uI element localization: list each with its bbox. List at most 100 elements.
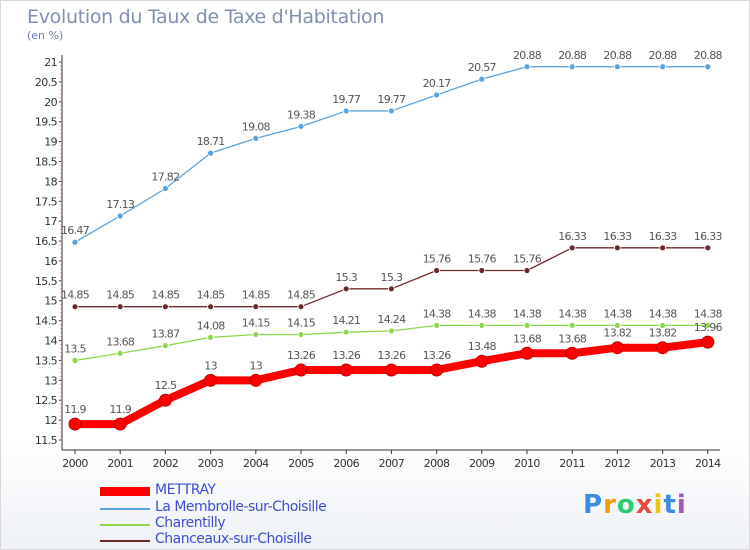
data-point-charentilly <box>161 342 169 350</box>
legend-swatch-mettray <box>100 487 150 496</box>
data-label-chanceaux-sur-choisille: 14.85 <box>106 289 135 302</box>
x-tick-label: 2012 <box>605 457 631 470</box>
y-minor-tick <box>60 200 62 202</box>
y-minor-tick <box>60 196 62 198</box>
x-tick-label: 2008 <box>424 457 450 470</box>
x-tick-label: 2006 <box>333 457 359 470</box>
y-minor-tick <box>60 101 62 103</box>
data-label-la-membrolle-sur-choisille: 20.57 <box>468 61 497 74</box>
y-minor-tick <box>60 328 62 330</box>
y-minor-tick <box>60 184 62 186</box>
data-label-chanceaux-sur-choisille: 14.85 <box>242 289 271 302</box>
y-tick-label: 19 <box>44 136 57 149</box>
y-minor-tick <box>60 141 62 143</box>
y-minor-tick <box>60 121 62 123</box>
data-label-la-membrolle-sur-choisille: 20.88 <box>603 49 632 62</box>
y-minor-tick <box>60 308 62 310</box>
y-minor-tick <box>60 168 62 170</box>
data-point-mettray <box>249 373 263 387</box>
data-label-charentilly: 14.38 <box>468 307 497 320</box>
data-label-charentilly: 14.38 <box>558 307 587 320</box>
data-label-mettray: 13.26 <box>287 349 316 362</box>
y-minor-tick <box>60 280 62 282</box>
x-tick-label: 2002 <box>153 457 179 470</box>
data-label-chanceaux-sur-choisille: 15.3 <box>335 271 357 284</box>
y-minor-tick <box>60 252 62 254</box>
data-point-charentilly <box>568 322 576 329</box>
y-minor-tick <box>60 156 62 158</box>
data-point-mettray <box>520 346 534 360</box>
line-chart: 11.5 12 12.5 13 13.5 14 14.5 15 15.5 16 16.5 17 17.5… <box>35 49 723 470</box>
data-label-charentilly: 14.38 <box>423 307 452 320</box>
data-point-la-membrolle-sur-choisille <box>116 212 124 220</box>
legend-item-chanceaux: Chanceaux-sur-Choisille <box>100 531 400 549</box>
data-point-mettray <box>701 335 715 349</box>
data-point-la-membrolle-sur-choisille <box>659 63 666 71</box>
data-point-chanceaux-sur-choisille <box>116 303 124 311</box>
y-minor-tick <box>60 153 62 155</box>
data-label-mettray: 11.9 <box>109 403 131 416</box>
y-tick-label: 18.5 <box>35 155 58 168</box>
y-minor-tick <box>60 85 62 87</box>
y-minor-tick <box>60 439 62 441</box>
data-point-la-membrolle-sur-choisille <box>433 91 441 99</box>
data-label-la-membrolle-sur-choisille: 18.71 <box>197 135 225 148</box>
y-minor-tick <box>60 69 62 71</box>
y-minor-tick <box>60 423 62 425</box>
y-minor-tick <box>60 192 62 194</box>
data-point-charentilly <box>659 322 666 329</box>
data-point-la-membrolle-sur-choisille <box>71 238 79 246</box>
y-minor-tick <box>60 375 62 377</box>
y-minor-tick <box>60 89 62 91</box>
legend-swatch-la-membrolle <box>100 508 150 510</box>
y-minor-tick <box>60 149 62 151</box>
data-label-mettray: 11.9 <box>64 403 86 416</box>
y-tick-label: 16 <box>44 255 57 268</box>
y-minor-tick <box>60 332 62 334</box>
data-point-charentilly <box>252 331 260 338</box>
data-label-mettray: 12.5 <box>155 379 177 392</box>
data-point-mettray <box>339 363 353 377</box>
legend-item-la-membrolle: La Membrolle-sur-Choisille <box>100 499 400 517</box>
data-point-la-membrolle-sur-choisille <box>523 63 531 71</box>
data-label-charentilly: 13.5 <box>64 342 86 355</box>
data-point-charentilly <box>704 322 712 329</box>
y-minor-tick <box>60 236 62 238</box>
y-tick-label: 17.5 <box>35 195 58 208</box>
y-minor-tick <box>60 188 62 190</box>
y-minor-tick <box>60 125 62 127</box>
y-minor-tick <box>60 351 62 353</box>
data-point-la-membrolle-sur-choisille <box>704 63 712 71</box>
y-minor-tick <box>60 81 62 83</box>
y-minor-tick <box>60 145 62 147</box>
data-point-chanceaux-sur-choisille <box>161 303 169 311</box>
y-tick-label: 20 <box>44 96 57 109</box>
y-minor-tick <box>60 435 62 437</box>
y-tick-label: 21 <box>44 56 57 69</box>
y-minor-tick <box>60 288 62 290</box>
data-label-mettray: 13.68 <box>558 332 587 345</box>
y-minor-tick <box>60 403 62 405</box>
data-point-mettray <box>610 341 624 355</box>
y-tick-label: 14.5 <box>35 315 58 328</box>
data-label-la-membrolle-sur-choisille: 17.82 <box>151 171 179 184</box>
data-point-chanceaux-sur-choisille <box>478 267 486 274</box>
legend-label-chanceaux: Chanceaux-sur-Choisille <box>155 531 312 547</box>
y-minor-tick <box>60 399 62 401</box>
data-point-chanceaux-sur-choisille <box>704 244 712 252</box>
y-minor-tick <box>60 137 62 139</box>
data-label-chanceaux-sur-choisille: 15.76 <box>468 252 497 265</box>
data-point-chanceaux-sur-choisille <box>433 267 441 274</box>
y-minor-tick <box>60 240 62 242</box>
y-minor-tick <box>60 427 62 429</box>
y-minor-tick <box>60 300 62 302</box>
data-point-chanceaux-sur-choisille <box>252 303 260 311</box>
data-point-chanceaux-sur-choisille <box>614 244 621 252</box>
data-label-charentilly: 14.21 <box>332 314 360 327</box>
data-point-la-membrolle-sur-choisille <box>342 107 350 115</box>
y-minor-tick <box>60 431 62 433</box>
data-label-mettray: 13.26 <box>377 349 406 362</box>
data-point-charentilly <box>478 322 486 329</box>
data-point-chanceaux-sur-choisille <box>71 303 79 311</box>
